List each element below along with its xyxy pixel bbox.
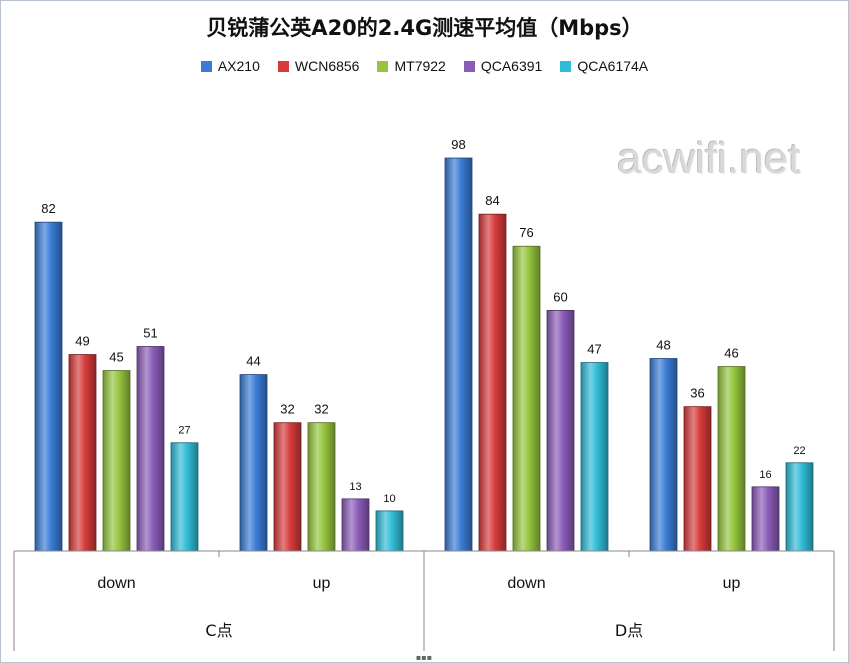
legend-item: QCA6391: [463, 58, 543, 74]
data-label: 32: [280, 402, 294, 417]
bar: [649, 358, 678, 552]
legend-swatch: [463, 60, 475, 72]
bar: [102, 370, 131, 552]
bar: [717, 366, 746, 552]
data-label: 84: [485, 193, 499, 208]
legend-swatch: [560, 60, 572, 72]
bar: [341, 498, 370, 552]
data-label: 16: [759, 469, 771, 481]
chart-title: 贝锐蒲公英A20的2.4G测速平均值（Mbps）: [206, 16, 643, 40]
bar: [273, 422, 302, 552]
resize-grip-icon: ▪▪▪: [415, 653, 433, 662]
bar: [580, 362, 609, 552]
bar: [307, 422, 336, 552]
data-label: 49: [75, 334, 89, 349]
category-tick-label: down: [507, 575, 545, 592]
data-label: 60: [553, 289, 567, 304]
category-tick-label: down: [97, 575, 135, 592]
group-tick-label: C点: [205, 621, 232, 640]
group-tick-label: D点: [615, 621, 643, 640]
bar: [68, 354, 97, 552]
data-label: 98: [451, 137, 465, 152]
legend-label: AX210: [217, 58, 260, 74]
legend-label: QCA6391: [480, 58, 543, 74]
legend-swatch: [377, 60, 389, 72]
bar: [512, 245, 541, 552]
bar: [785, 462, 814, 552]
legend-item: AX210: [200, 58, 260, 74]
data-label: 47: [587, 342, 601, 357]
legend-item: QCA6174A: [560, 58, 648, 74]
bar: [170, 442, 199, 552]
data-label: 13: [349, 481, 361, 493]
legend-item: WCN6856: [277, 58, 360, 74]
category-tick-label: up: [723, 575, 741, 592]
data-label: 46: [724, 346, 738, 361]
data-label: 36: [690, 386, 704, 401]
bar: [375, 510, 404, 552]
data-label: 10: [383, 493, 395, 505]
legend-label: MT7922: [394, 58, 446, 74]
bar: [683, 406, 712, 552]
bar: [34, 221, 63, 552]
category-tick-label: up: [313, 575, 331, 592]
data-label: 32: [314, 402, 328, 417]
data-label: 51: [143, 325, 157, 340]
legend-swatch: [277, 60, 289, 72]
legend-label: QCA6174A: [577, 58, 649, 74]
legend-swatch: [200, 60, 212, 72]
data-label: 76: [519, 225, 533, 240]
data-label: 27: [178, 425, 190, 437]
bar: [444, 157, 473, 552]
data-label: 48: [656, 338, 670, 353]
legend-label: WCN6856: [294, 58, 360, 74]
bar: [239, 374, 268, 552]
legend-item: MT7922: [377, 58, 446, 74]
chart-legend: AX210 WCN6856 MT7922 QCA6391 QCA6174A: [0, 58, 849, 74]
data-label: 82: [41, 201, 55, 216]
bar: [751, 486, 780, 552]
watermark-text: acwifi.net: [617, 134, 801, 183]
data-label: 22: [793, 445, 805, 457]
bar: [478, 213, 507, 552]
bar: [136, 346, 165, 552]
data-label: 44: [246, 354, 260, 369]
bar: [546, 309, 575, 552]
data-label: 45: [109, 350, 123, 365]
